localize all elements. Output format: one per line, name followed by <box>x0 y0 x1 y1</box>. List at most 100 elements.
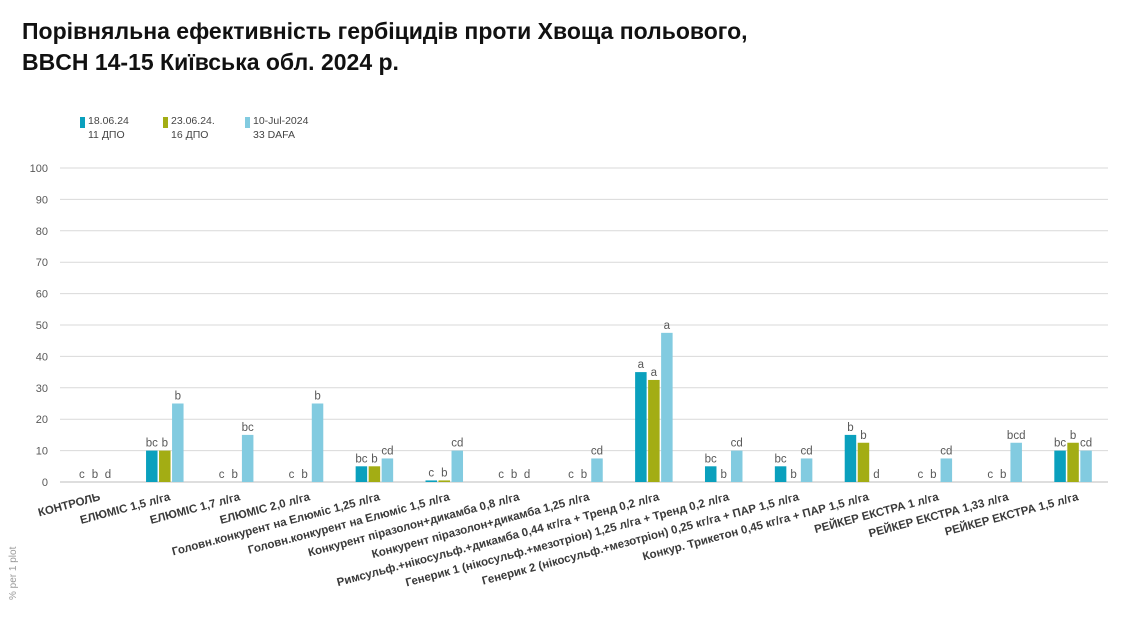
bar-label: bc <box>775 453 787 465</box>
bar-label: d <box>105 469 111 481</box>
bar-label: c <box>219 469 225 481</box>
bar-label: d <box>873 469 879 481</box>
bar-label: cd <box>940 445 952 457</box>
y-tick-label: 80 <box>36 226 48 238</box>
bar-label: a <box>638 359 645 371</box>
legend-swatch-series-1 <box>80 117 85 128</box>
bar-label: c <box>79 469 85 481</box>
bar-label: c <box>568 469 574 481</box>
y-tick-label: 90 <box>36 194 48 206</box>
y-tick-label: 40 <box>36 351 48 363</box>
legend-label-series-1-days: 11 ДПО <box>88 129 125 141</box>
bar <box>648 379 660 482</box>
legend-swatch-series-3 <box>245 117 250 128</box>
bar-label: b <box>441 467 447 479</box>
bar-label: c <box>917 469 923 481</box>
bars <box>146 332 1092 482</box>
bar <box>1067 442 1079 482</box>
bar-label: bc <box>242 422 254 434</box>
bar-label: b <box>175 391 181 403</box>
bar <box>844 434 857 482</box>
bar-label: b <box>1070 430 1076 442</box>
bar-label: bc <box>146 438 158 450</box>
bar-label: cd <box>801 445 813 457</box>
bar-label: a <box>664 320 671 332</box>
legend-label-series-3-date: 10-Jul-2024 <box>253 115 309 127</box>
bar-label: b <box>92 469 98 481</box>
bar-label: b <box>1000 469 1006 481</box>
y-axis-title: % per 1 plot <box>8 546 19 600</box>
legend-label-series-2-days: 16 ДПО <box>171 129 209 141</box>
bar <box>774 466 787 482</box>
bar-label: b <box>162 438 168 450</box>
bar <box>355 466 368 482</box>
bar-label: bc <box>705 453 717 465</box>
bar <box>451 450 464 482</box>
bar-label: d <box>524 469 530 481</box>
bar <box>1054 450 1066 482</box>
bar <box>311 403 324 482</box>
bar-label: b <box>371 453 377 465</box>
bar <box>1010 442 1022 482</box>
bar <box>425 480 438 482</box>
bar-label: bcd <box>1007 430 1026 442</box>
bar <box>940 458 953 482</box>
legend-label-series-2-date: 23.06.24. <box>171 115 215 127</box>
legend-swatch-series-2 <box>163 117 168 128</box>
bar-label: cd <box>591 445 603 457</box>
bar-label: cd <box>451 438 463 450</box>
bar <box>704 466 717 482</box>
grid-lines <box>60 167 1108 483</box>
legend-label-series-3-days: 33 DAFA <box>253 129 296 141</box>
y-tick-label: 30 <box>36 383 48 395</box>
bar-label: b <box>301 469 307 481</box>
bar-label: c <box>498 469 504 481</box>
y-tick-label: 100 <box>30 163 48 175</box>
bar-label: cd <box>1080 438 1092 450</box>
chart-title-line-2: BBCH 14-15 Київська обл. 2024 р. <box>22 49 399 75</box>
bar-label: b <box>314 391 320 403</box>
bar <box>635 372 647 482</box>
bar-label: b <box>790 469 796 481</box>
bar <box>438 480 451 482</box>
bar-label: cd <box>731 438 743 450</box>
bar <box>146 450 158 482</box>
y-tick-label: 0 <box>42 477 48 489</box>
bar <box>591 458 603 482</box>
bar-label: b <box>231 469 237 481</box>
y-tick-label: 50 <box>36 320 48 332</box>
legend-label-series-1-date: 18.06.24 <box>88 115 129 127</box>
bar <box>368 466 381 482</box>
y-tick-label: 10 <box>36 446 48 458</box>
bar <box>800 458 813 482</box>
bar <box>661 332 673 482</box>
bar <box>857 442 870 482</box>
bar-label: b <box>511 469 517 481</box>
bar-label: b <box>860 430 866 442</box>
bar-label: a <box>651 367 658 379</box>
bar-label: b <box>721 469 727 481</box>
bar-label: bc <box>355 453 367 465</box>
bar-label: c <box>289 469 295 481</box>
chart-title-line-1: Порівняльна ефективність гербіцидів прот… <box>22 18 748 44</box>
bar-label: cd <box>381 445 393 457</box>
bar <box>1080 450 1092 482</box>
y-axis-tick-labels: 0 10 20 30 40 50 60 70 80 90 100 <box>30 163 48 489</box>
y-tick-label: 20 <box>36 414 48 426</box>
bar-label: b <box>847 422 853 434</box>
bar <box>381 458 394 482</box>
bar <box>241 434 254 482</box>
bar-label: c <box>987 469 993 481</box>
bar <box>172 403 184 482</box>
bar-label: b <box>930 469 936 481</box>
y-tick-label: 60 <box>36 289 48 301</box>
bar <box>159 450 171 482</box>
bar <box>730 450 743 482</box>
bar-label: bc <box>1054 438 1066 450</box>
bar-label: c <box>428 467 434 479</box>
chart-title: Порівняльна ефективність гербіцидів прот… <box>22 16 748 78</box>
y-tick-label: 70 <box>36 257 48 269</box>
